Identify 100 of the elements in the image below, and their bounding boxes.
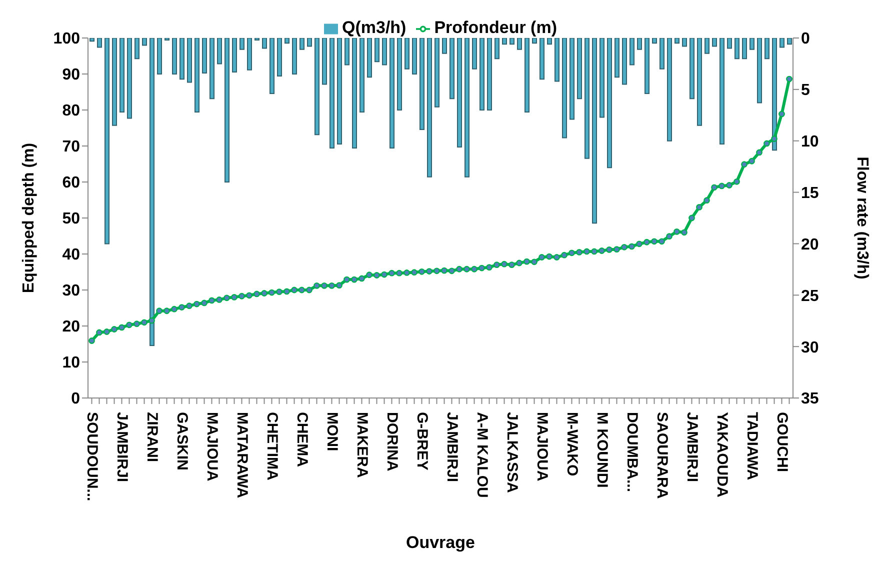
bar xyxy=(540,38,544,80)
bar xyxy=(97,38,102,48)
bar xyxy=(562,38,567,138)
bar xyxy=(480,38,484,110)
x-tick-label: JAMBIRJI xyxy=(443,412,460,482)
y-tick-label: 10 xyxy=(62,354,80,372)
x-tick-label: JAMBIRJI xyxy=(113,412,130,482)
y2-tick-label: 25 xyxy=(801,288,819,305)
bar xyxy=(292,38,297,74)
bar xyxy=(390,38,394,149)
bar xyxy=(712,38,717,47)
bar xyxy=(412,38,417,74)
x-tick-label: A-M KALOU xyxy=(473,412,490,498)
bar xyxy=(637,38,642,50)
y-tick-label: 90 xyxy=(62,66,80,84)
y2-tick-label: 20 xyxy=(801,236,819,254)
bar xyxy=(674,38,680,44)
bar xyxy=(750,38,754,50)
bar xyxy=(434,38,440,108)
legend-label: Q(m3/h) xyxy=(342,18,406,37)
bar xyxy=(284,38,290,44)
y-tick-label: 100 xyxy=(53,30,80,48)
x-tick-label: MATARAWA xyxy=(233,412,250,498)
y2-tick-label: 0 xyxy=(801,30,810,48)
bar xyxy=(780,38,784,48)
x-tick-label: CHEMA xyxy=(293,412,310,468)
bar xyxy=(517,38,522,50)
bar xyxy=(194,38,200,113)
y-tick-label: 20 xyxy=(62,318,80,336)
y2-tick-label: 10 xyxy=(801,134,819,151)
y-tick-label: 50 xyxy=(62,210,80,228)
x-tick-label: DOUMBA... xyxy=(623,412,640,492)
bar xyxy=(202,38,207,74)
bar xyxy=(667,38,672,142)
bar xyxy=(570,38,574,120)
bar xyxy=(374,38,380,62)
x-tick-label: CHETIMA xyxy=(263,412,280,480)
bar xyxy=(622,38,627,85)
x-tick-label: DORINA xyxy=(383,412,400,472)
y-tick-label: 0 xyxy=(71,390,80,408)
x-tick-label: TADIAWA xyxy=(743,412,760,480)
bar xyxy=(344,38,350,66)
x-tick-label: M KOUNDI xyxy=(593,412,610,488)
bar xyxy=(247,38,252,70)
bar xyxy=(457,38,462,148)
x-tick-label: YAKAOUDA xyxy=(713,412,730,498)
bar xyxy=(682,38,687,47)
bar xyxy=(150,38,154,346)
bar xyxy=(472,38,477,70)
x-tick-label: GOUCHI xyxy=(773,412,790,472)
bar xyxy=(314,38,320,136)
y-tick-label: 40 xyxy=(62,246,80,264)
bar xyxy=(584,38,590,159)
bar xyxy=(660,38,664,70)
bar xyxy=(277,38,282,77)
bar xyxy=(367,38,372,78)
x-tick-label: SAOURARA xyxy=(653,412,670,499)
bar xyxy=(112,38,117,126)
bar xyxy=(644,38,650,94)
bar xyxy=(360,38,364,113)
bar xyxy=(734,38,740,60)
x-tick-label: MAJIOUA xyxy=(203,412,220,482)
bar xyxy=(127,38,132,119)
y-axis-title: Equipped depth (m) xyxy=(20,142,38,294)
x-tick-label: JAMBIRJI xyxy=(683,412,700,482)
bar xyxy=(134,38,140,60)
bar xyxy=(157,38,162,74)
bar xyxy=(404,38,410,70)
bar xyxy=(232,38,237,72)
bar xyxy=(720,38,724,144)
bar xyxy=(180,38,184,80)
bar xyxy=(382,38,387,66)
bar xyxy=(164,38,170,41)
x-tick-label: JALKASSA xyxy=(503,412,520,494)
bar xyxy=(217,38,222,64)
x-tick-label: G-BREY xyxy=(413,412,430,470)
bar xyxy=(300,38,304,50)
bar xyxy=(592,38,597,224)
y2-tick-label: 35 xyxy=(801,390,819,408)
bar xyxy=(322,38,327,85)
bar xyxy=(427,38,432,178)
bar xyxy=(532,38,537,44)
bar xyxy=(224,38,230,182)
bar xyxy=(420,38,424,130)
bar xyxy=(494,38,500,60)
bar xyxy=(690,38,694,100)
bar xyxy=(104,38,110,244)
bar xyxy=(697,38,702,126)
bar xyxy=(120,38,124,113)
bar xyxy=(397,38,402,110)
bar xyxy=(704,38,710,54)
bar xyxy=(450,38,454,100)
bar xyxy=(210,38,214,100)
x-tick-label: ZIRANI xyxy=(143,412,160,462)
bar xyxy=(577,38,582,100)
legend-label: Profondeur (m) xyxy=(434,18,557,37)
y2-axis-title: Flow rate (m3/h) xyxy=(853,156,870,280)
bar xyxy=(630,38,634,66)
bar xyxy=(172,38,177,74)
x-tick-label: M-WAKO xyxy=(563,412,580,476)
